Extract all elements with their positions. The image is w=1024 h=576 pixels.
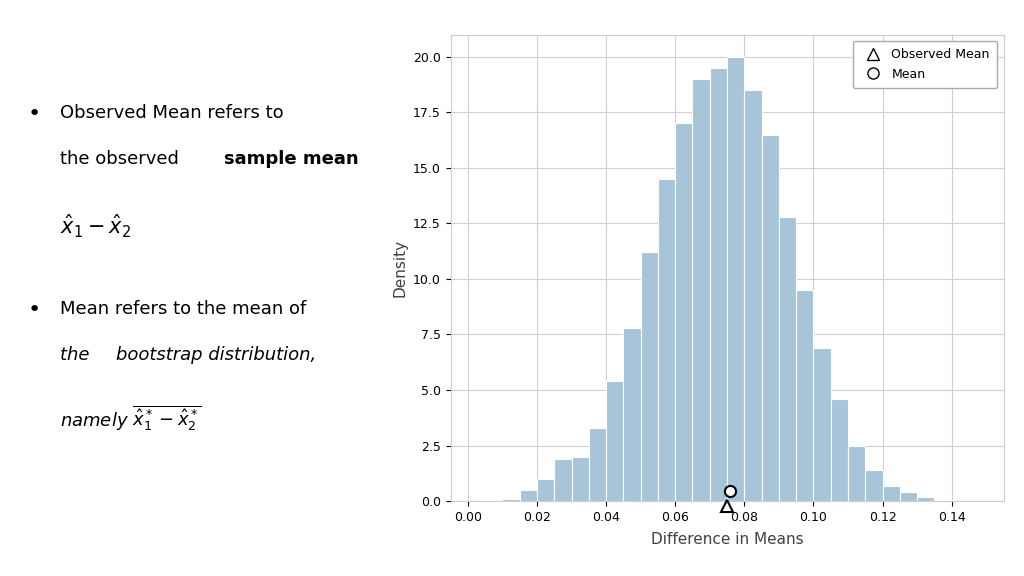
- Text: •: •: [28, 300, 41, 320]
- Bar: [537, 479, 554, 501]
- Text: sample mean: sample mean: [223, 150, 358, 168]
- Bar: [641, 252, 658, 501]
- Bar: [848, 446, 865, 501]
- Y-axis label: Density: Density: [392, 239, 408, 297]
- Bar: [797, 290, 813, 501]
- Bar: [503, 499, 520, 501]
- Text: Mean refers to the mean of: Mean refers to the mean of: [60, 300, 306, 317]
- Bar: [830, 399, 848, 501]
- Bar: [675, 123, 692, 501]
- Text: the: the: [60, 346, 95, 363]
- Text: the observed: the observed: [60, 150, 185, 168]
- Bar: [571, 457, 589, 501]
- Bar: [918, 497, 935, 501]
- Bar: [935, 500, 951, 501]
- Bar: [779, 217, 797, 501]
- Bar: [762, 135, 779, 501]
- Bar: [865, 470, 883, 501]
- Bar: [554, 459, 571, 501]
- Text: •: •: [28, 104, 41, 124]
- Text: bootstrap distribution,: bootstrap distribution,: [116, 346, 316, 363]
- Bar: [727, 57, 744, 501]
- Bar: [744, 90, 762, 501]
- Bar: [883, 486, 900, 501]
- Legend: Observed Mean, Mean: Observed Mean, Mean: [853, 41, 997, 88]
- Bar: [624, 328, 641, 501]
- Bar: [589, 428, 606, 501]
- X-axis label: Difference in Means: Difference in Means: [650, 532, 804, 547]
- Bar: [900, 492, 918, 501]
- Text: Observed Mean refers to: Observed Mean refers to: [60, 104, 284, 122]
- Bar: [520, 490, 537, 501]
- Bar: [813, 348, 830, 501]
- Text: namely $\overline{\hat{x}_1^* - \hat{x}_2^*}$: namely $\overline{\hat{x}_1^* - \hat{x}_…: [60, 403, 202, 433]
- Bar: [606, 381, 624, 501]
- Text: $\hat{x}_1 - \hat{x}_2$: $\hat{x}_1 - \hat{x}_2$: [60, 213, 131, 240]
- Bar: [710, 68, 727, 501]
- Bar: [692, 79, 710, 501]
- Bar: [658, 179, 675, 501]
